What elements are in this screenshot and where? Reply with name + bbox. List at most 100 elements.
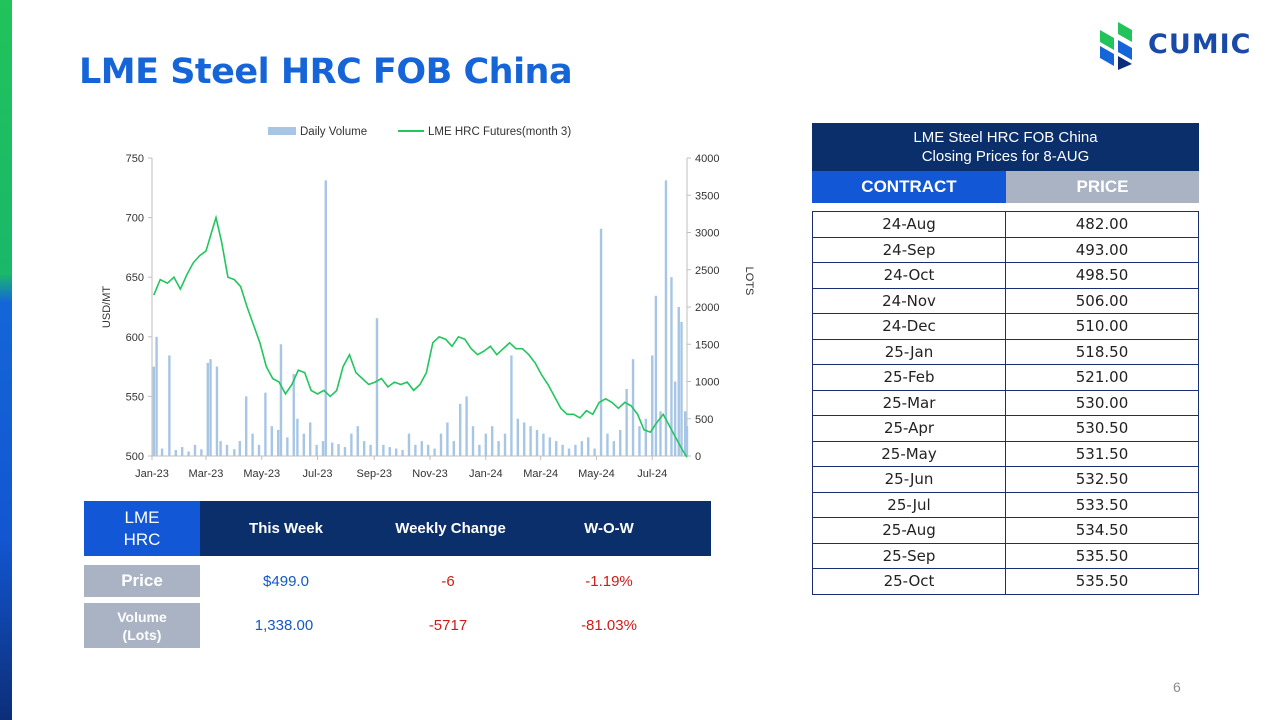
volume-bar — [685, 426, 689, 456]
volume-bar — [465, 396, 468, 456]
x-tick-label: Mar-23 — [189, 468, 224, 480]
volume-bar — [458, 403, 462, 456]
volume-bar — [567, 448, 571, 456]
price-cell: 521.00 — [1005, 364, 1199, 391]
volume-bar — [225, 444, 229, 456]
volume-bar — [362, 441, 366, 456]
table-row: 24-Dec 510.00 — [812, 313, 1199, 340]
volume-bar — [369, 444, 372, 456]
cumic-logo: CUMIC — [1096, 20, 1256, 70]
y-right-tick-label: 2500 — [695, 265, 719, 277]
volume-bar — [503, 433, 507, 456]
table-row: 24-Oct 498.50 — [812, 262, 1199, 289]
volume-bar — [388, 447, 391, 456]
volume-bar — [439, 433, 443, 456]
summary-header-this-week: This Week — [249, 520, 323, 537]
volume-bar — [548, 437, 552, 456]
volume-bar — [200, 449, 203, 456]
volume-bar — [510, 355, 513, 456]
table-row: 25-Apr 530.50 — [812, 415, 1199, 442]
volume-bar — [180, 447, 184, 456]
table-row: 25-Sep 535.50 — [812, 542, 1199, 569]
x-tick-label: Nov-23 — [412, 468, 447, 480]
closing-prices-table: 24-Aug 482.00 24-Sep 493.00 24-Oct 498.50 24-N… — [812, 211, 1199, 595]
legend-volume-label: Daily Volume — [300, 126, 367, 138]
y-right-tick-label: 1500 — [695, 339, 719, 351]
table-row: 24-Sep 493.00 — [812, 236, 1199, 263]
y-left-tick-label: 700 — [126, 213, 144, 225]
price-cell: 533.50 — [1005, 491, 1199, 518]
volume-bar — [478, 444, 481, 456]
x-tick-label: Sep-23 — [356, 468, 391, 480]
summary-row-label-volume: Volume (Lots) — [84, 603, 200, 648]
volume-bar — [321, 441, 325, 456]
table-row: 24-Nov 506.00 — [812, 287, 1199, 314]
contract-cell: 25-Mar — [812, 389, 1006, 416]
y-left-tick-label: 750 — [126, 153, 144, 165]
contract-cell: 25-Jun — [812, 466, 1006, 493]
table-row: 25-Mar 530.00 — [812, 389, 1199, 416]
volume-bar — [529, 426, 532, 456]
x-tick-label: May-24 — [578, 468, 615, 480]
price-cell: 506.00 — [1005, 287, 1199, 314]
volume-bar — [160, 448, 164, 456]
volume-bar — [433, 448, 436, 456]
price-cell: 510.00 — [1005, 313, 1199, 340]
volume-bar — [174, 450, 177, 456]
volume-bar — [309, 422, 312, 456]
volume-bar — [375, 318, 379, 456]
volume-wow: -81.03% — [581, 617, 637, 634]
volume-bar — [654, 295, 658, 456]
volume-bar — [279, 344, 283, 456]
volume-bar — [680, 321, 683, 456]
volume-bar — [484, 433, 488, 456]
volume-bar — [426, 444, 430, 456]
price-cell: 535.50 — [1005, 542, 1199, 569]
volume-bar — [343, 447, 347, 456]
contract-cell: 25-Feb — [812, 364, 1006, 391]
y-right-tick-label: 500 — [695, 414, 713, 426]
x-tick-label: Jan-23 — [135, 468, 169, 480]
volume-bar — [651, 355, 654, 456]
volume-bar — [414, 444, 417, 456]
price-cell: 531.50 — [1005, 440, 1199, 467]
price-cell: 498.50 — [1005, 262, 1199, 289]
volume-bar — [233, 449, 236, 456]
volume-bar — [574, 444, 577, 456]
volume-bar — [193, 444, 197, 456]
contract-cell: 25-Jul — [812, 491, 1006, 518]
volume-bar — [324, 180, 327, 456]
volume-bar — [219, 441, 222, 456]
volume-bar — [599, 228, 603, 456]
y-right-tick-label: 0 — [695, 451, 701, 463]
volume-bar — [270, 426, 274, 456]
y-right-tick-label: 4000 — [695, 153, 719, 165]
volume-bar — [356, 426, 359, 456]
volume-bar — [152, 366, 156, 456]
x-tick-label: Mar-24 — [523, 468, 558, 480]
volume-bar — [561, 444, 564, 456]
price-weekly-change: -6 — [441, 572, 455, 590]
contract-cell: 24-Nov — [812, 287, 1006, 314]
volume-bar — [209, 359, 212, 456]
volume-bar — [497, 441, 500, 456]
volume-bar — [215, 366, 219, 456]
volume-bar — [420, 441, 423, 456]
volume-bar — [535, 429, 539, 456]
volume-bar — [155, 336, 158, 456]
summary-header-weekly-change: Weekly Change — [395, 520, 506, 537]
summary-corner-label: LME HRC — [84, 501, 200, 556]
page-number: 6 — [1173, 679, 1181, 695]
price-cell: 532.50 — [1005, 466, 1199, 493]
y-left-tick-label: 550 — [126, 391, 144, 403]
y-right-tick-label: 2000 — [695, 302, 719, 314]
volume-bar — [446, 422, 449, 456]
volume-bar — [580, 441, 584, 456]
volume-bar — [612, 441, 616, 456]
price-this-week: $499.0 — [263, 572, 309, 590]
volume-bar — [677, 307, 680, 456]
left-accent-bar — [0, 0, 12, 720]
volume-this-week: 1,338.00 — [254, 617, 314, 634]
closing-prices-title: LME Steel HRC FOB China Closing Prices f… — [812, 123, 1199, 171]
volume-bar — [673, 381, 677, 456]
